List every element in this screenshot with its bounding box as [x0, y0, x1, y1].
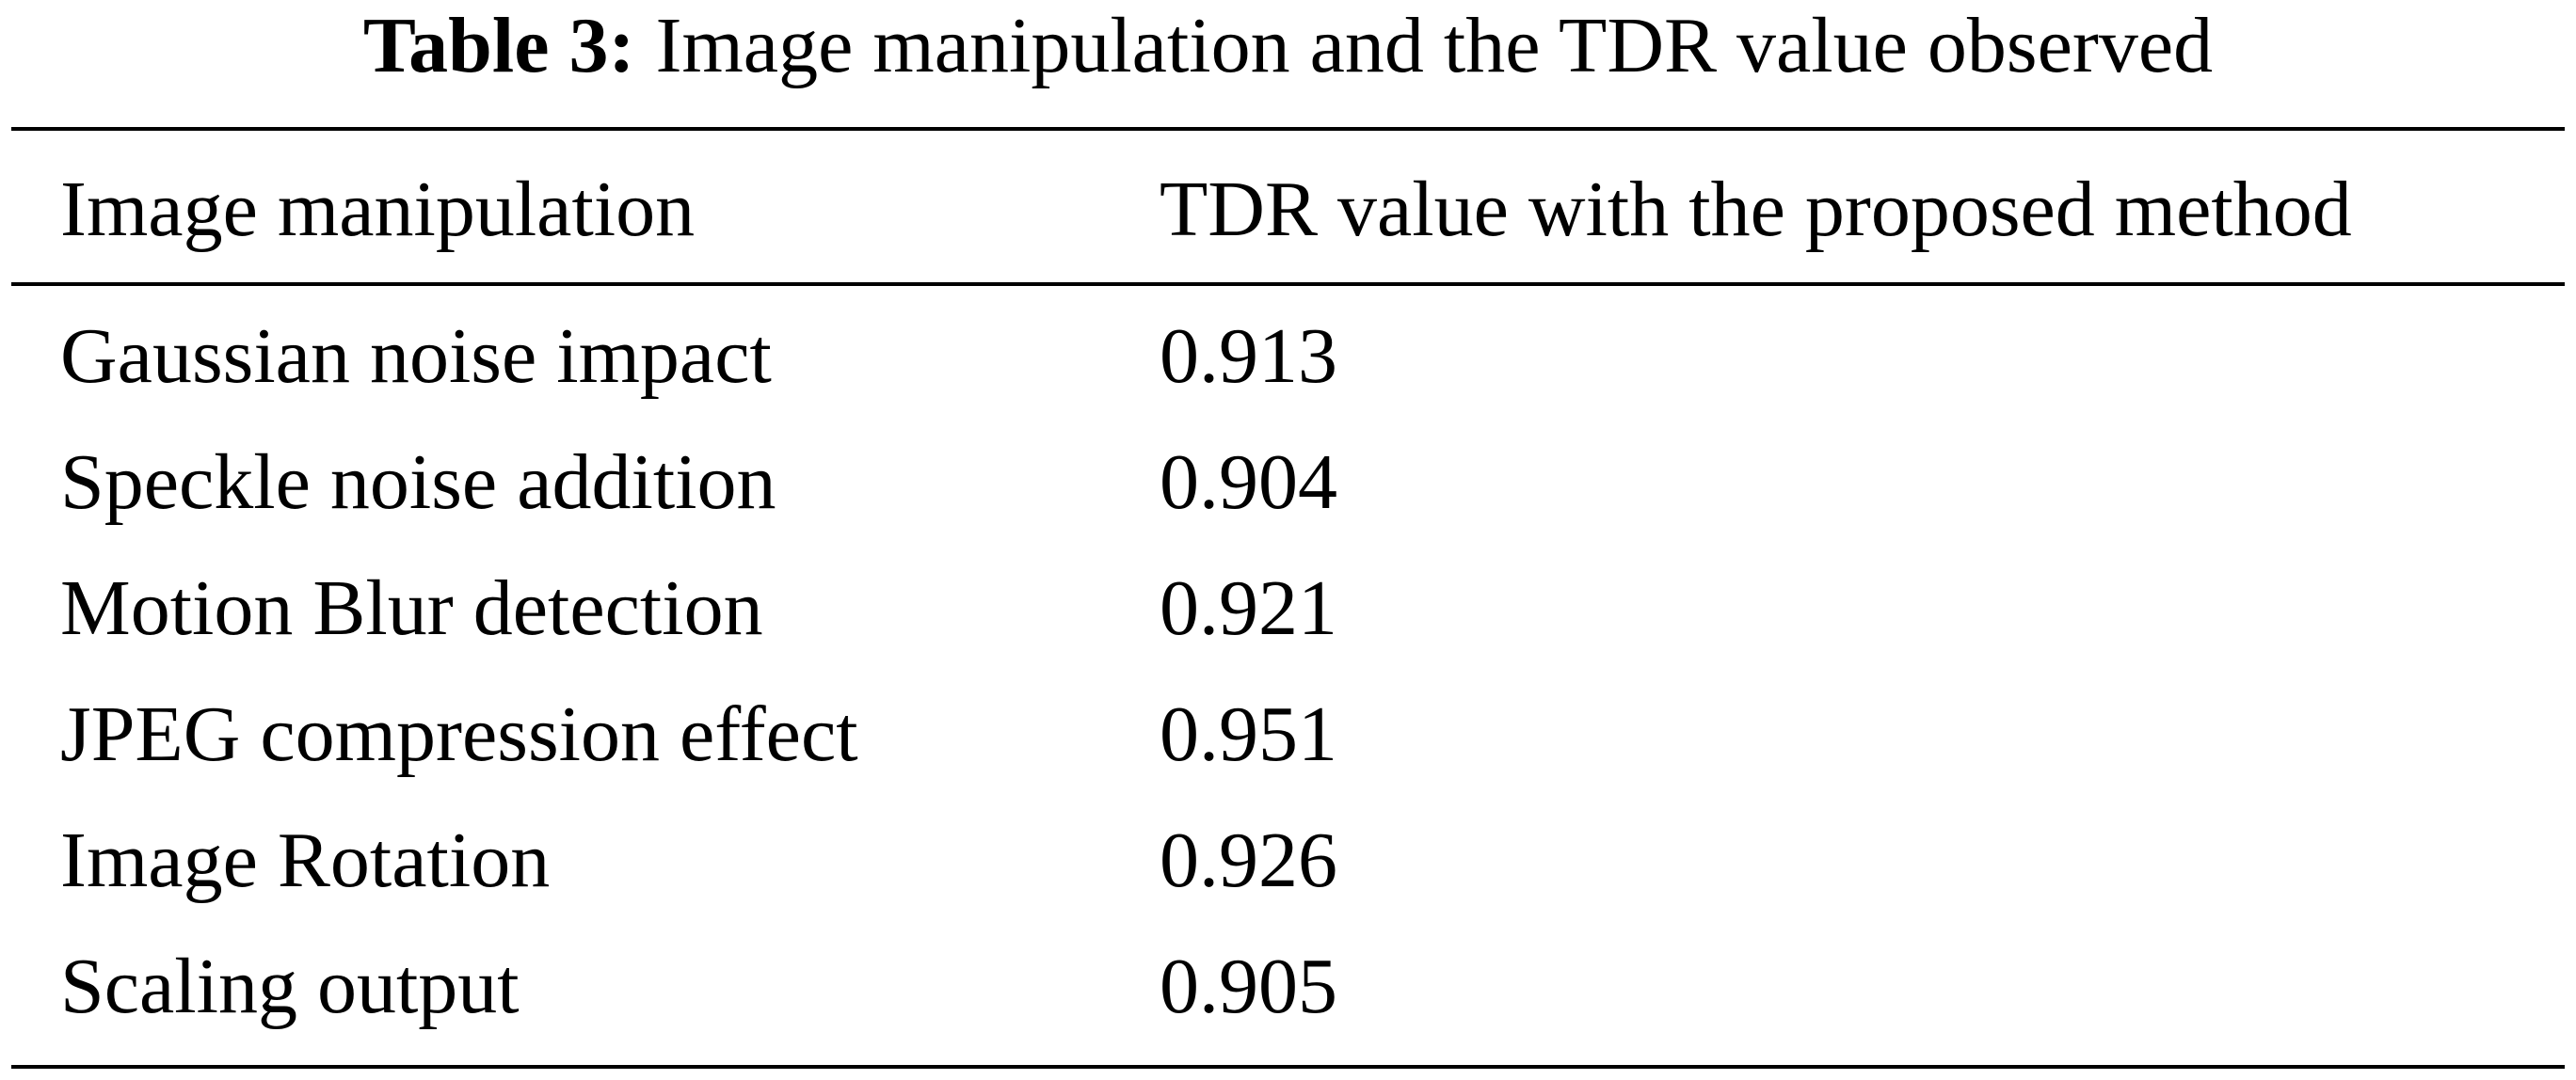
row-1-tdr-value: 0.913 [1160, 312, 1337, 400]
row-2-manipulation: Speckle noise addition [60, 438, 776, 526]
column-header-tdr-value: TDR value with the proposed method [1160, 166, 2352, 253]
table-header-rule [11, 282, 2565, 286]
row-6-tdr-value: 0.905 [1160, 943, 1337, 1030]
column-header-image-manipulation: Image manipulation [60, 166, 696, 253]
row-5-manipulation: Image Rotation [60, 817, 551, 904]
row-1-manipulation: Gaussian noise impact [60, 312, 772, 400]
table-bottom-rule [11, 1065, 2565, 1069]
row-4-tdr-value: 0.951 [1160, 691, 1337, 778]
row-2-tdr-value: 0.904 [1160, 438, 1337, 526]
row-6-manipulation: Scaling output [60, 943, 520, 1030]
table-caption: Table 3: Image manipulation and the TDR v… [0, 4, 2576, 88]
row-5-tdr-value: 0.926 [1160, 817, 1337, 904]
row-3-tdr-value: 0.921 [1160, 564, 1337, 652]
table-caption-label: Table 3: [362, 2, 635, 89]
table-top-rule [11, 127, 2565, 131]
table-caption-text: Image manipulation and the TDR value obs… [655, 2, 2214, 89]
row-4-manipulation: JPEG compression effect [60, 691, 858, 778]
row-3-manipulation: Motion Blur detection [60, 564, 763, 652]
